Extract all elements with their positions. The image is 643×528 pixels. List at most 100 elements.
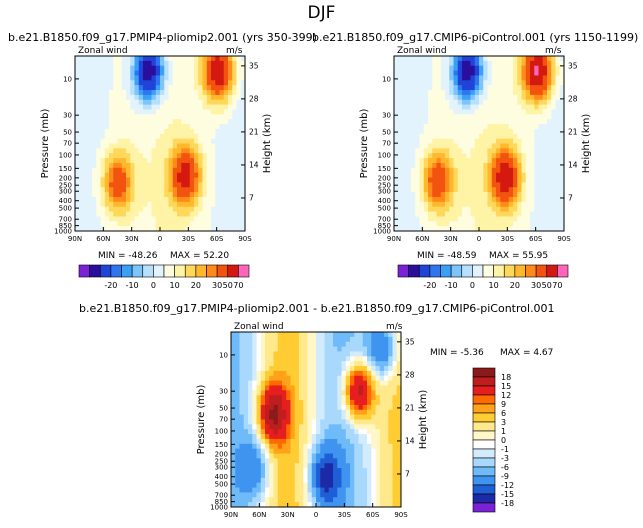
contour-cell (83, 94, 89, 101)
contour-cell (185, 60, 191, 67)
contour-cell (138, 128, 144, 135)
contour-cell (130, 211, 136, 218)
contour-cell (134, 201, 140, 208)
contour-cell (104, 172, 110, 179)
contour-cell (406, 124, 412, 130)
contour-cell (147, 167, 153, 174)
contour-cell (534, 177, 540, 183)
contour-cell (398, 153, 404, 159)
contour-cell (392, 472, 398, 479)
contour-cell (87, 94, 93, 101)
contour-cell (428, 206, 433, 213)
y-tick-label: 200 (378, 174, 391, 182)
contour-cell (277, 424, 283, 430)
contour-cell (277, 472, 283, 479)
contour-cell (138, 182, 144, 188)
contour-cell (299, 482, 304, 489)
contour-cell (299, 404, 304, 411)
contour-cell (248, 366, 253, 372)
contour-cell (236, 70, 242, 77)
contour-cell (215, 124, 221, 130)
contour-cell (367, 434, 372, 440)
contour-cell (367, 380, 372, 387)
contour-cell (121, 94, 127, 101)
contour-cell (538, 192, 544, 198)
contour-cell (282, 492, 287, 498)
contour-cell (517, 94, 523, 101)
contour-cell (462, 192, 467, 198)
contour-cell (350, 502, 355, 507)
contour-cell (75, 172, 80, 179)
contour-cell (240, 60, 245, 67)
contour-cell (109, 90, 114, 96)
contour-cell (379, 438, 385, 445)
contour-cell (243, 409, 249, 416)
contour-cell (189, 119, 195, 125)
contour-cell (282, 346, 287, 353)
contour-cell (83, 119, 89, 125)
contour-cell (260, 468, 266, 474)
contour-cell (282, 356, 287, 362)
contour-cell (542, 114, 548, 120)
contour-cell (530, 148, 535, 154)
contour-cell (160, 187, 165, 193)
contour-cell (362, 385, 368, 391)
contour-cell (92, 60, 97, 67)
contour-cell (440, 65, 446, 72)
contour-cell (316, 424, 321, 430)
contour-cell (134, 206, 140, 213)
contour-cell (333, 380, 338, 387)
contour-cell (328, 453, 334, 459)
contour-cell (555, 216, 561, 222)
contour-cell (160, 196, 165, 203)
contour-cell (164, 109, 170, 115)
contour-cell (294, 332, 300, 338)
contour-cell (466, 90, 472, 96)
contour-cell (445, 99, 450, 106)
contour-cell (474, 206, 480, 213)
contour-cell (100, 192, 106, 198)
colorbar-label: 1 (501, 427, 506, 436)
contour-cell (185, 80, 191, 86)
contour-cell (479, 80, 484, 86)
contour-cell (100, 60, 106, 67)
contour-cell (202, 201, 208, 208)
contour-cell (126, 201, 131, 208)
contour-cell (423, 182, 429, 188)
contour-cell (117, 148, 123, 154)
contour-cell (449, 104, 455, 111)
contour-cell (320, 434, 326, 440)
contour-cell (379, 472, 385, 479)
contour-cell (113, 128, 119, 135)
contour-cell (235, 487, 241, 494)
contour-cell (206, 133, 212, 140)
contour-cell (341, 463, 347, 469)
contour-cell (92, 158, 97, 164)
colorbar-label: -20 (423, 281, 436, 290)
contour-cell (236, 114, 242, 120)
contour-cell (155, 56, 161, 62)
contour-cell (508, 196, 514, 203)
contour-cell (104, 114, 110, 120)
contour-cell (358, 361, 364, 367)
contour-cell (436, 119, 442, 125)
contour-cell (211, 65, 216, 72)
contour-cell (316, 463, 321, 469)
contour-cell (411, 201, 416, 208)
contour-cell (164, 182, 170, 188)
contour-cell (375, 434, 381, 440)
contour-cell (311, 332, 317, 338)
contour-cell (177, 104, 182, 111)
contour-cell (534, 114, 540, 120)
contour-cell (126, 153, 131, 159)
contour-cell (491, 153, 497, 159)
contour-cell (328, 361, 334, 367)
contour-cell (354, 419, 360, 425)
contour-cell (189, 128, 195, 135)
contour-cell (134, 162, 140, 169)
contour-cell (239, 453, 245, 459)
contour-cell (143, 143, 148, 149)
contour-cell (243, 458, 249, 464)
contour-cell (436, 109, 442, 115)
contour-cell (555, 133, 561, 140)
